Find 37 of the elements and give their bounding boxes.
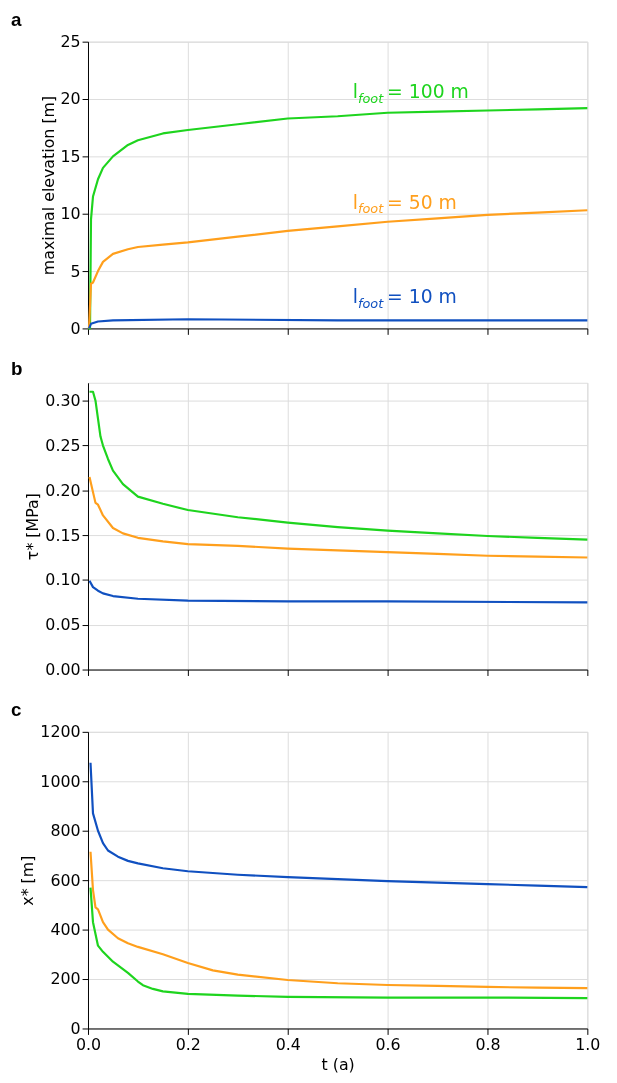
y-tick-label: 0.25 <box>45 435 81 455</box>
y-tick-label: 0.20 <box>45 480 81 500</box>
x-tick-label: 0.8 <box>475 1034 501 1054</box>
y-tick-label: 1200 <box>40 722 81 742</box>
y-tick-label: 0.30 <box>45 391 81 411</box>
y-axis-title: x* [m] <box>18 855 38 906</box>
y-tick-label: 5 <box>70 261 81 281</box>
y-tick-label: 0.05 <box>45 615 81 635</box>
y-tick-label: 0.15 <box>45 525 81 545</box>
y-tick-label: 200 <box>50 969 81 989</box>
x-axis-title: t (a) <box>321 1054 355 1074</box>
y-tick-label: 20 <box>60 89 81 109</box>
line-series <box>89 761 589 889</box>
y-tick-label: 0.10 <box>45 570 81 590</box>
x-tick-label: 1.0 <box>575 1034 601 1054</box>
x-tick-label: 0.4 <box>275 1034 301 1054</box>
y-tick-label: 15 <box>60 146 81 166</box>
line-series <box>89 886 589 1000</box>
y-tick-label: 800 <box>50 821 81 841</box>
x-tick-label: 0.6 <box>375 1034 401 1054</box>
y-axis-title: maximal elevation [m] <box>38 95 58 276</box>
y-tick-label: 25 <box>60 32 81 52</box>
chart-title: a <box>10 8 22 30</box>
y-axis-title: τ* [MPa] <box>23 493 43 561</box>
y-tick-label: 600 <box>50 870 81 890</box>
line-series <box>89 850 589 990</box>
y-tick-label: 400 <box>50 920 81 940</box>
y-tick-label: 1000 <box>40 771 81 791</box>
line-series <box>88 475 589 559</box>
x-tick-label: 0.2 <box>175 1034 201 1054</box>
line-series <box>88 390 589 541</box>
y-tick-label: 10 <box>60 204 81 224</box>
y-tick-label: 0 <box>70 318 81 338</box>
chart-title: b <box>10 357 23 379</box>
y-tick-label: 0.00 <box>45 659 81 679</box>
chart-title: c <box>10 699 22 721</box>
line-series <box>88 579 589 604</box>
